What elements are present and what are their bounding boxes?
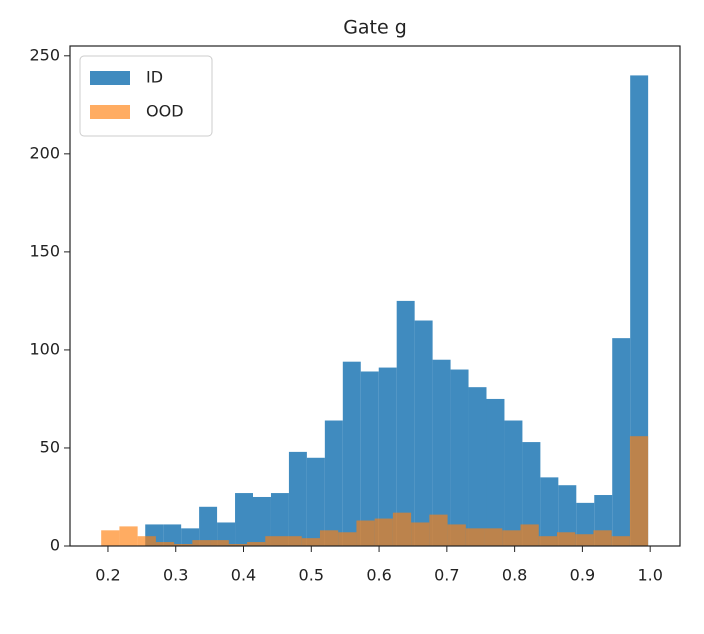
histogram-bar xyxy=(228,544,248,546)
histogram-bar xyxy=(540,477,559,546)
histogram-bar xyxy=(538,536,557,546)
y-tick-label: 250 xyxy=(29,45,60,64)
y-tick-label: 150 xyxy=(29,241,60,260)
histogram-bar xyxy=(174,544,193,546)
histogram-bar xyxy=(593,530,612,546)
histogram-bar xyxy=(558,485,577,546)
plot-frame xyxy=(69,45,681,547)
histogram-bar xyxy=(119,526,138,546)
histogram-bar xyxy=(192,540,211,546)
histogram-bar xyxy=(612,338,631,546)
x-tick-label: 1.0 xyxy=(637,566,662,585)
histogram-bar xyxy=(374,518,393,546)
y-tick-label: 100 xyxy=(29,339,60,358)
x-tick-label: 0.7 xyxy=(434,566,459,585)
x-tick-label: 0.6 xyxy=(366,566,391,585)
histogram-bar xyxy=(324,420,343,546)
histogram-bar xyxy=(210,540,229,546)
histogram-bar xyxy=(319,530,339,546)
histogram-bar xyxy=(199,506,218,546)
y-tick-label: 0 xyxy=(50,536,60,555)
y-tick-label: 50 xyxy=(40,437,60,456)
histogram-bar xyxy=(504,420,523,546)
histogram-bar xyxy=(429,514,448,546)
histogram-bar xyxy=(378,367,397,546)
histogram-bar xyxy=(447,524,466,546)
legend-label: OOD xyxy=(146,102,184,121)
x-tick-label: 0.9 xyxy=(570,566,595,585)
histogram-bar xyxy=(484,528,503,546)
histogram-bar xyxy=(356,520,375,546)
legend-swatch xyxy=(90,71,130,85)
histogram-bar xyxy=(342,361,361,546)
x-tick-label: 0.4 xyxy=(231,566,256,585)
x-tick-label: 0.3 xyxy=(163,566,188,585)
histogram-bar xyxy=(288,451,307,546)
histogram-bar xyxy=(396,300,415,546)
x-tick-label: 0.5 xyxy=(299,566,324,585)
x-tick-label: 0.2 xyxy=(95,566,120,585)
histogram-bar xyxy=(611,536,630,546)
histogram-bar xyxy=(163,524,182,546)
histogram-bar xyxy=(411,522,430,546)
chart-title: Gate g xyxy=(343,17,407,39)
histogram-bar xyxy=(247,542,266,546)
histogram-bar xyxy=(301,538,320,546)
histogram-bar xyxy=(520,524,539,546)
histogram-bar xyxy=(468,387,487,546)
histogram-bar xyxy=(450,369,469,546)
histogram-bar xyxy=(629,436,649,546)
histogram-bar xyxy=(486,398,505,546)
legend-label: ID xyxy=(146,68,163,87)
histogram-bar xyxy=(502,530,521,546)
histogram-bar xyxy=(101,530,120,546)
histogram-bar xyxy=(235,493,253,546)
histogram-bar xyxy=(137,536,156,546)
legend-swatch xyxy=(90,105,130,119)
histogram-bar xyxy=(556,532,576,546)
histogram-bar xyxy=(306,457,325,546)
histogram-bar xyxy=(575,534,594,546)
histogram-bar xyxy=(253,496,271,546)
x-tick-label: 0.8 xyxy=(502,566,527,585)
histogram-bar xyxy=(465,528,485,546)
histogram-bar xyxy=(392,512,412,546)
histogram-bar xyxy=(432,359,451,546)
histogram-bar xyxy=(270,493,289,546)
histogram-bar xyxy=(360,371,379,546)
histogram-bar xyxy=(338,532,357,546)
y-tick-label: 200 xyxy=(29,143,60,162)
histogram-bar xyxy=(265,536,284,546)
histogram-bar xyxy=(414,320,433,546)
histogram-bar xyxy=(522,442,541,546)
histogram-bar xyxy=(630,75,649,546)
histogram-bar xyxy=(155,542,175,546)
histogram-bar xyxy=(283,536,302,546)
